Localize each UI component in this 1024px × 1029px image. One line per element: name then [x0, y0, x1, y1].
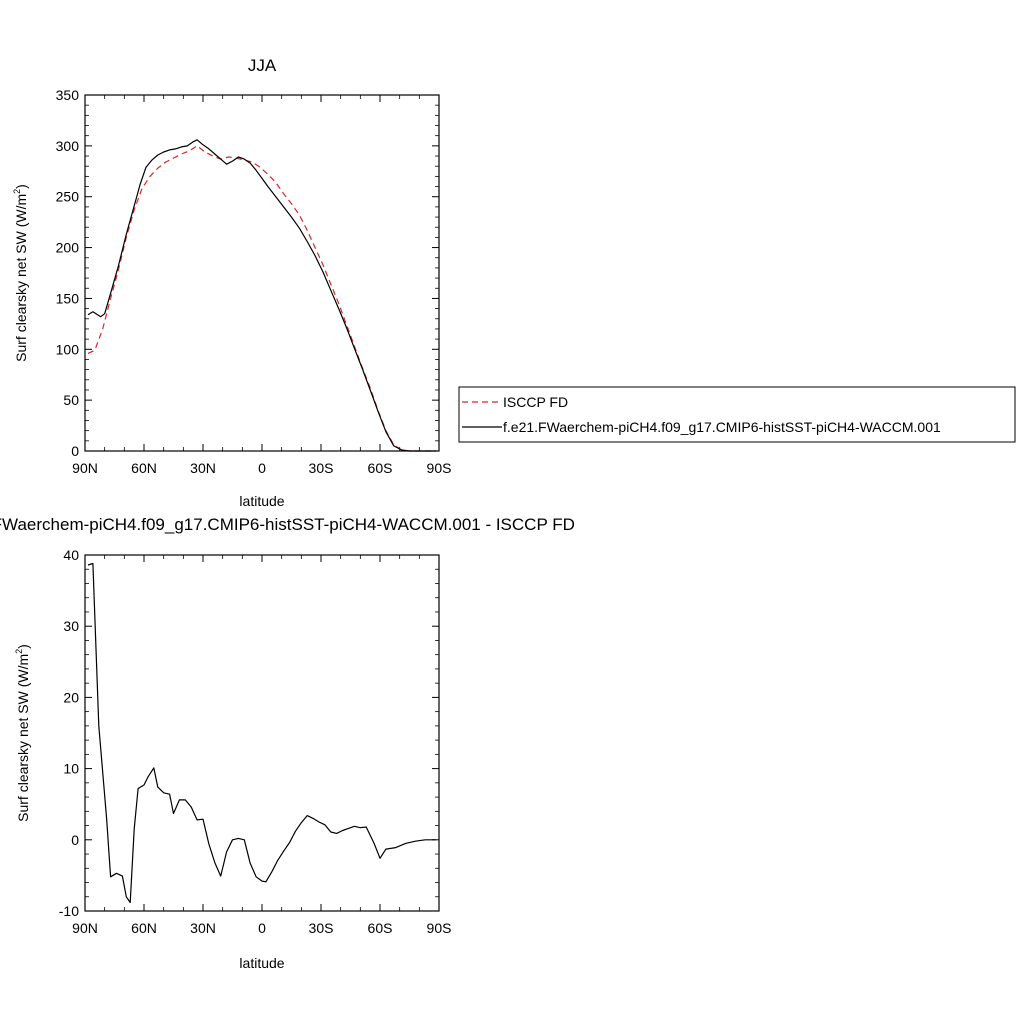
panel2-series: [87, 562, 437, 904]
x-tick-label: 90S: [427, 460, 452, 476]
y-tick-label: 10: [63, 761, 79, 777]
y-tick-label: -10: [59, 903, 79, 919]
panel2-ylabel: Surf clearsky net SW (W/m2): [14, 644, 31, 822]
y-tick-label: 50: [63, 392, 79, 408]
panel1-ticks: 90N 60N 30N 0 30S 60S 90S 0 50 100 150 200 250 300 350: [56, 87, 452, 476]
x-tick-label: 60S: [368, 460, 393, 476]
y-tick-label: 0: [71, 832, 79, 848]
panel1-ylabel-sup: 2: [12, 189, 22, 194]
y-tick-label: 200: [56, 240, 80, 256]
series-line-0-1: [87, 139, 437, 452]
x-tick-label: 90S: [427, 920, 452, 936]
panel1-xlabel: latitude: [239, 493, 284, 509]
bottom-panel: f.e21.FWaerchem-piCH4.f09_g17.CMIP6-hist…: [0, 515, 575, 971]
panel2-frame: [84, 554, 440, 912]
panel1-frame: [84, 94, 440, 452]
y-tick-label: 250: [56, 189, 80, 205]
y-tick-label: 20: [63, 689, 79, 705]
legend-label-model: f.e21.FWaerchem-piCH4.f09_g17.CMIP6-hist…: [503, 419, 941, 435]
x-tick-label: 90N: [72, 920, 98, 936]
panel2-xlabel: latitude: [239, 955, 284, 971]
panel2-ylabel-end: ): [15, 644, 31, 649]
panel1-ylabel-main: Surf clearsky net SW (W/m: [13, 194, 29, 362]
y-tick-label: 100: [56, 341, 80, 357]
legend: ISCCP FD f.e21.FWaerchem-piCH4.f09_g17.C…: [458, 386, 1016, 443]
panel1-ylabel: Surf clearsky net SW (W/m2): [12, 184, 29, 362]
series-line-1-0: [87, 562, 437, 904]
panel2-ylabel-main: Surf clearsky net SW (W/m: [15, 654, 31, 822]
panel1-ylabel-end: ): [13, 184, 29, 189]
x-tick-label: 90N: [72, 460, 98, 476]
y-tick-label: 0: [71, 443, 79, 459]
x-tick-label: 30N: [190, 460, 216, 476]
y-tick-label: 30: [63, 618, 79, 634]
panel1-series: [87, 139, 437, 452]
x-tick-label: 60N: [131, 920, 157, 936]
x-tick-label: 30N: [190, 920, 216, 936]
panel2-ticks: 90N 60N 30N 0 30S 60S 90S -10 0 10 20 30 40: [59, 547, 452, 936]
panel2-title: f.e21.FWaerchem-piCH4.f09_g17.CMIP6-hist…: [0, 515, 575, 534]
y-tick-label: 300: [56, 138, 80, 154]
x-tick-label: 0: [258, 920, 266, 936]
x-tick-label: 60S: [368, 920, 393, 936]
panel1-title: JJA: [248, 56, 277, 75]
y-tick-label: 150: [56, 290, 80, 306]
x-tick-label: 0: [258, 460, 266, 476]
legend-label-isccp: ISCCP FD: [503, 394, 568, 410]
top-panel: JJA 90N 60N 30N 0 30S 60S 90S 0 50 100 150 200 250 30…: [12, 56, 451, 509]
y-tick-label: 350: [56, 87, 80, 103]
x-tick-label: 60N: [131, 460, 157, 476]
panel2-ylabel-sup: 2: [14, 649, 24, 654]
legend-box: [458, 386, 1016, 443]
x-tick-label: 30S: [309, 460, 334, 476]
y-tick-label: 40: [63, 547, 79, 563]
x-tick-label: 30S: [309, 920, 334, 936]
series-line-0-0: [87, 145, 437, 452]
